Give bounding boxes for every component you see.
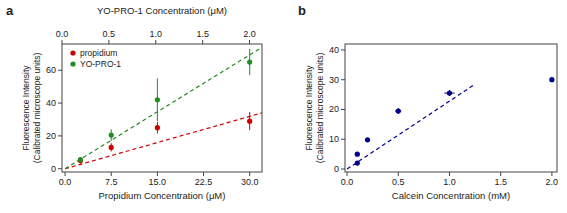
data-point [447, 91, 452, 96]
data-point [155, 125, 160, 130]
x-tick [551, 172, 552, 176]
x-tick-label: 2.0 [546, 177, 559, 187]
y-tick [58, 135, 62, 136]
data-point [355, 152, 360, 157]
panel-title: b [298, 3, 306, 18]
y-axis-label: Fluorescence Intensity [21, 65, 31, 151]
panel: 0.0 7.5 15.0 22.5 30.0 0 20 40 60 0.0 0.5 1.0 1.5 2.0… [6, 3, 262, 201]
x-tick-label: 15.0 [149, 177, 167, 187]
x-tick-label: 0.5 [392, 177, 405, 187]
y-tick-label: 40 [46, 98, 56, 108]
x-tick-label: 1.0 [443, 177, 456, 187]
x-tick-label: 30.0 [241, 177, 259, 187]
data-point [355, 160, 360, 165]
x-tick [347, 172, 348, 176]
y-axis-label: (Calibrated microscope units) [32, 53, 42, 164]
x-tick-label: 22.5 [195, 177, 213, 187]
y-tick [341, 49, 345, 50]
y-axis-label: Fluorescence Intensity [304, 65, 314, 151]
data-point [109, 132, 114, 137]
x2-tick [108, 40, 109, 44]
x-tick [65, 172, 66, 176]
x-tick [157, 172, 158, 176]
y-tick-label: 60 [46, 65, 56, 75]
legend: propidiumYO-PRO-1 [70, 48, 121, 69]
y-tick-label: 0 [334, 164, 339, 174]
x-tick-label: 0.0 [341, 177, 354, 187]
x-tick-label: 1.5 [494, 177, 507, 187]
x-axis-label: Propidium Concentration (μM) [99, 190, 226, 201]
x-tick [500, 172, 501, 176]
y-tick-label: 0 [51, 164, 56, 174]
x-axis-label: Calcein Concentration (mM) [392, 190, 510, 201]
y-tick [341, 169, 345, 170]
x2-tick [62, 40, 63, 44]
y-tick-label: 40 [329, 45, 339, 55]
y-tick-label: 30 [329, 75, 339, 85]
fit-line [65, 113, 262, 169]
x2-tick-label: 0.0 [56, 29, 69, 39]
y-tick [58, 168, 62, 169]
x2-tick [249, 40, 250, 44]
legend-label: propidium [80, 48, 117, 58]
x-tick [249, 172, 250, 176]
data-point [549, 77, 554, 82]
x-tick [111, 172, 112, 176]
chart-svg: 0.0 7.5 15.0 22.5 30.0 0 20 40 60 0.0 0.5 1.0 1.5 2.0… [0, 0, 567, 213]
fit-line [347, 84, 475, 169]
panel: 0.0 0.5 1.0 1.5 2.0 0 10 20 30 40 Calcein Concentr… [298, 3, 558, 201]
y-tick [341, 79, 345, 80]
x2-tick-label: 1.0 [150, 29, 163, 39]
data-point [155, 97, 160, 102]
legend-label: YO-PRO-1 [80, 59, 121, 69]
data-group [65, 47, 262, 168]
data-point [78, 157, 83, 162]
data-point [365, 137, 370, 142]
x-tick-label: 7.5 [105, 177, 118, 187]
plot-frame [345, 44, 557, 172]
data-point [396, 108, 401, 113]
data-point [78, 158, 83, 163]
x-tick-label: 0.0 [59, 177, 72, 187]
legend-marker [70, 50, 75, 55]
x-tick [398, 172, 399, 176]
y-tick-label: 10 [329, 134, 339, 144]
y-axis-label: (Calibrated microscope units) [315, 53, 325, 164]
y-tick-label: 20 [329, 104, 339, 114]
data-point [247, 119, 252, 124]
x2-tick [202, 40, 203, 44]
data-point [247, 59, 252, 64]
y-tick [58, 103, 62, 104]
y-tick-label: 20 [46, 131, 56, 141]
x2-axis-label: YO-PRO-1 Concentration (μM) [97, 5, 227, 16]
x2-tick-label: 0.5 [103, 29, 116, 39]
y-tick [341, 139, 345, 140]
y-tick [341, 109, 345, 110]
legend-marker [70, 61, 75, 66]
x2-tick-label: 2.0 [243, 29, 256, 39]
data-group [347, 77, 554, 169]
x2-tick [155, 40, 156, 44]
panel-title: a [6, 3, 14, 18]
x-tick [203, 172, 204, 176]
y-tick [58, 70, 62, 71]
fit-line [65, 47, 262, 168]
x2-tick-label: 1.5 [196, 29, 209, 39]
x-tick [449, 172, 450, 176]
plot-frame [62, 44, 262, 172]
data-point [109, 145, 114, 150]
